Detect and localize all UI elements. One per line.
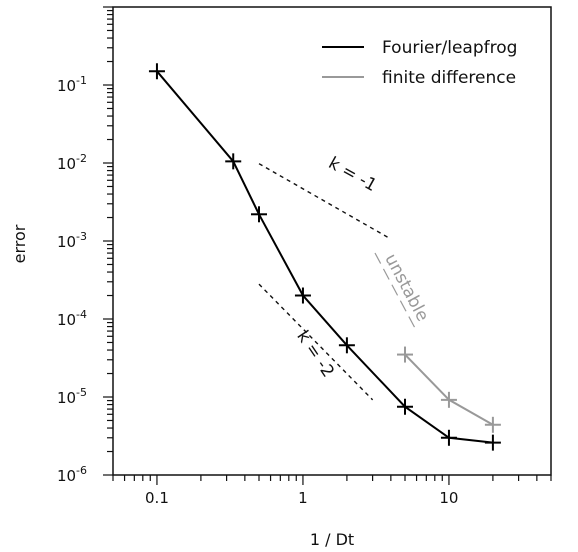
reference-line-2 <box>258 283 374 401</box>
reference-lines <box>258 163 392 401</box>
reference-line-1 <box>258 163 392 240</box>
data-point-marker <box>148 63 165 80</box>
data-point-marker <box>397 398 413 415</box>
y-axis-label: error <box>10 224 29 263</box>
data-point-marker <box>294 287 311 304</box>
data-point-marker <box>397 346 413 363</box>
axis-ticks <box>103 6 552 485</box>
y-tick-label: 10-1 <box>57 74 87 95</box>
y-tick-label: 10-4 <box>57 308 87 329</box>
unstable-underline <box>374 252 417 331</box>
legend-label-finite-difference: finite difference <box>382 68 516 88</box>
series-line-1 <box>156 70 494 444</box>
legend-label-fourier: Fourier/leapfrog <box>382 38 517 58</box>
y-tick-label: 10-2 <box>57 152 87 173</box>
x-tick-label: 10 <box>439 489 458 507</box>
plot-area <box>112 6 552 476</box>
y-tick-label: 10-5 <box>57 386 87 407</box>
y-tick-label: 10-3 <box>57 230 87 251</box>
data-point-marker <box>225 153 242 170</box>
data-point-marker <box>338 337 355 354</box>
x-tick-label: 0.1 <box>145 489 169 507</box>
data-point-marker <box>484 434 501 451</box>
data-point-marker <box>484 416 501 433</box>
data-point-marker <box>440 391 457 408</box>
y-tick-label: 10-6 <box>57 464 87 485</box>
x-axis-label: 1 / Dt <box>310 530 354 549</box>
axis-tick-labels: 0.1 1 10 10-6 10-5 10-4 10-3 10-2 10-1 <box>57 74 459 507</box>
series-layer <box>148 63 501 451</box>
legend: Fourier/leapfrog finite difference <box>322 38 517 88</box>
x-tick-label: 1 <box>298 489 308 507</box>
data-point-marker <box>440 429 457 446</box>
data-point-marker <box>251 206 267 223</box>
